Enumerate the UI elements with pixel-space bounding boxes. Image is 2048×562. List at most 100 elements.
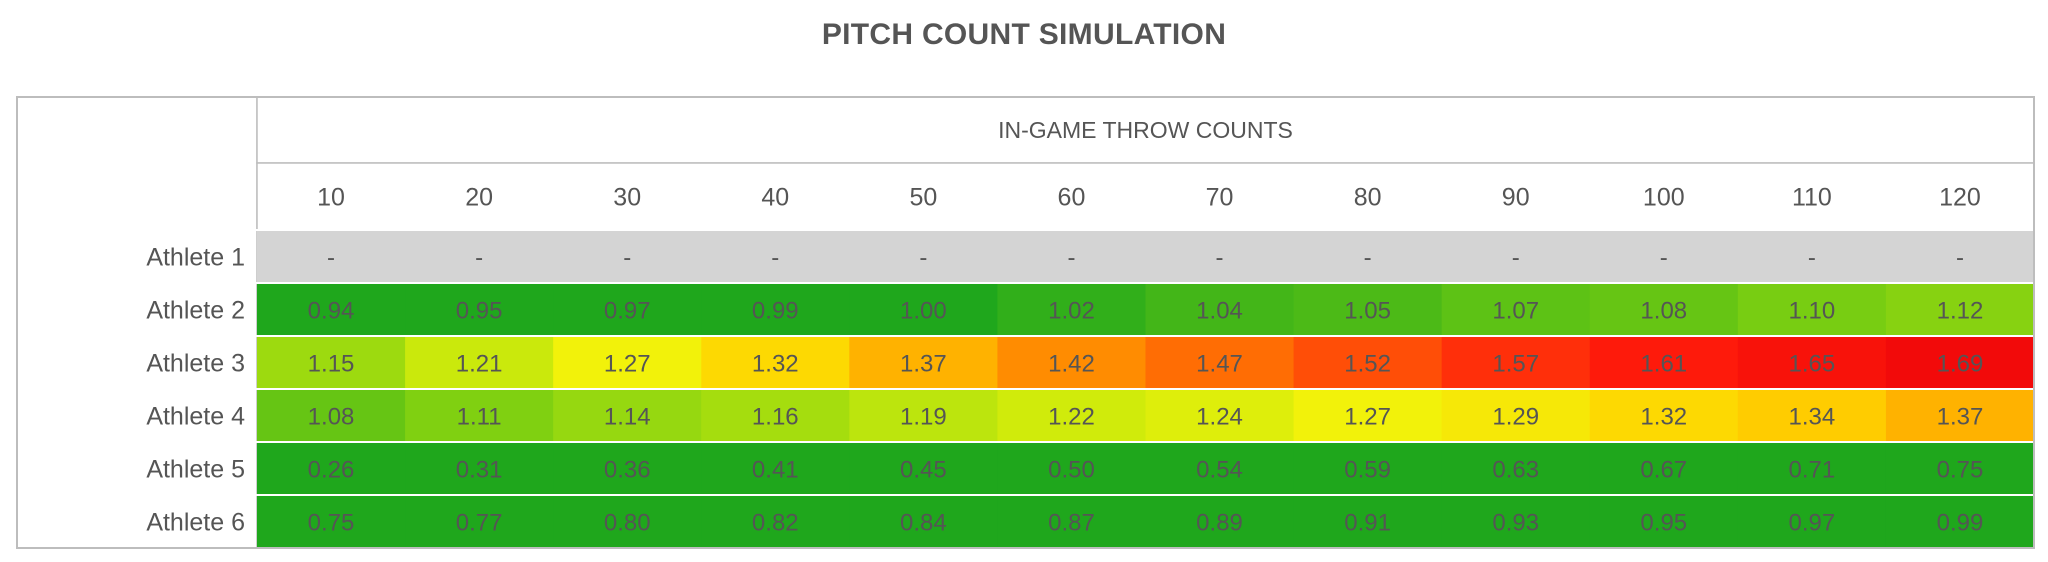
cell-value: 1.07: [1492, 298, 1539, 325]
cell-value: 0.50: [1048, 457, 1095, 484]
cell-value: 0.26: [308, 457, 355, 484]
heatmap-cell: [257, 442, 406, 495]
heatmap-cell: [849, 230, 999, 283]
heatmap-cell: [997, 442, 1147, 495]
cell-value: 1.11: [457, 404, 502, 431]
heatmap-cell: [405, 495, 554, 548]
heatmap-cell: [1145, 336, 1295, 389]
column-header-100: 100: [1643, 184, 1685, 212]
row-label: Athlete 3: [146, 350, 245, 378]
heatmap-cell: [257, 230, 406, 283]
cell-value: 0.93: [1492, 510, 1539, 537]
heatmap-cell: [1441, 495, 1591, 548]
cell-value: 0.84: [900, 510, 947, 537]
heatmap-cell: [701, 336, 850, 389]
cell-value: -: [623, 245, 631, 272]
heatmap-cell: [1441, 283, 1591, 336]
cell-value: 1.00: [900, 298, 947, 325]
heatmap-cell: [1885, 230, 2035, 283]
heatmap-cell: [849, 495, 999, 548]
heatmap-cell: [1441, 442, 1591, 495]
cell-value: 1.19: [900, 404, 947, 431]
heatmap-cell: [1145, 230, 1295, 283]
heatmap-cell: [997, 283, 1147, 336]
heatmap-cell: [1737, 336, 1887, 389]
cell-value: 0.36: [604, 457, 651, 484]
heatmap-cell: [1145, 389, 1295, 442]
heatmap-cell: [1145, 495, 1295, 548]
column-header-110: 110: [1792, 184, 1832, 212]
column-header-80: 80: [1354, 184, 1382, 212]
cell-value: -: [771, 245, 779, 272]
cell-value: 1.37: [1937, 404, 1984, 431]
cell-value: 1.65: [1789, 351, 1836, 378]
heatmap-cell: [553, 230, 702, 283]
cell-value: 1.61: [1640, 351, 1687, 378]
cell-value: 0.71: [1789, 457, 1836, 484]
cell-value: 0.41: [752, 457, 799, 484]
heatmap-cell: [1589, 495, 1739, 548]
column-header-row: [256, 162, 2035, 231]
cell-value: 0.97: [1789, 510, 1836, 537]
cell-value: 1.05: [1344, 298, 1391, 325]
heatmap-cell: [553, 495, 702, 548]
cell-value: 1.12: [1937, 298, 1984, 325]
heatmap-cell: [1885, 389, 2035, 442]
heatmap-cell: [1885, 336, 2035, 389]
cell-value: -: [1956, 245, 1964, 272]
heatmap-cell: [701, 442, 850, 495]
heatmap-cell: [701, 495, 850, 548]
cell-value: 1.14: [604, 404, 651, 431]
heatmap-cell: [1293, 442, 1443, 495]
cell-value: 0.94: [308, 298, 355, 325]
heatmap-cell: [1145, 283, 1295, 336]
heatmap-cell: [1885, 442, 2035, 495]
heatmap-cell: [701, 230, 850, 283]
heatmap-cell: [1885, 283, 2035, 336]
row-label-cell: [16, 494, 258, 549]
cell-value: 0.77: [456, 510, 503, 537]
cell-value: -: [1512, 245, 1520, 272]
column-header-70: 70: [1206, 184, 1234, 212]
column-header-50: 50: [909, 184, 937, 212]
cell-value: -: [1216, 245, 1224, 272]
cell-value: 0.89: [1196, 510, 1243, 537]
row-label: Athlete 1: [146, 244, 245, 272]
corner-cell: [16, 96, 258, 231]
heatmap-cell: [1885, 495, 2035, 548]
cell-value: 1.21: [456, 351, 503, 378]
heatmap-cell: [1293, 283, 1443, 336]
cell-value: -: [1067, 245, 1075, 272]
cell-value: 1.04: [1196, 298, 1243, 325]
heatmap-cell: [1293, 389, 1443, 442]
column-header-10: 10: [317, 184, 345, 212]
cell-value: 0.59: [1344, 457, 1391, 484]
cell-value: 0.87: [1048, 510, 1095, 537]
cell-value: 1.32: [752, 351, 799, 378]
heatmap-cell: [1293, 230, 1443, 283]
cell-value: 1.29: [1492, 404, 1539, 431]
cell-value: -: [1660, 245, 1668, 272]
heatmap-cell: [1737, 283, 1887, 336]
heatmap-cell: [1589, 283, 1739, 336]
cell-value: 0.95: [456, 298, 503, 325]
heatmap-cell: [997, 389, 1147, 442]
cell-value: 1.22: [1048, 404, 1095, 431]
heatmap-cell: [1589, 389, 1739, 442]
cell-value: 1.15: [308, 351, 355, 378]
cell-value: 1.69: [1937, 351, 1984, 378]
heatmap-cell: [1737, 495, 1887, 548]
heatmap-cell: [257, 389, 406, 442]
cell-value: 0.82: [752, 510, 799, 537]
cell-value: 1.24: [1196, 404, 1243, 431]
heatmap-cell: [405, 283, 554, 336]
column-group-label: IN-GAME THROW COUNTS: [998, 117, 1293, 143]
heatmap-cell: [1441, 230, 1591, 283]
heatmap-cell: [553, 442, 702, 495]
cell-value: 1.27: [604, 351, 651, 378]
cell-value: -: [919, 245, 927, 272]
heatmap-cell: [405, 442, 554, 495]
row-label-cell: [16, 282, 258, 337]
row-label: Athlete 4: [146, 403, 245, 431]
row-label-cell: [16, 441, 258, 496]
